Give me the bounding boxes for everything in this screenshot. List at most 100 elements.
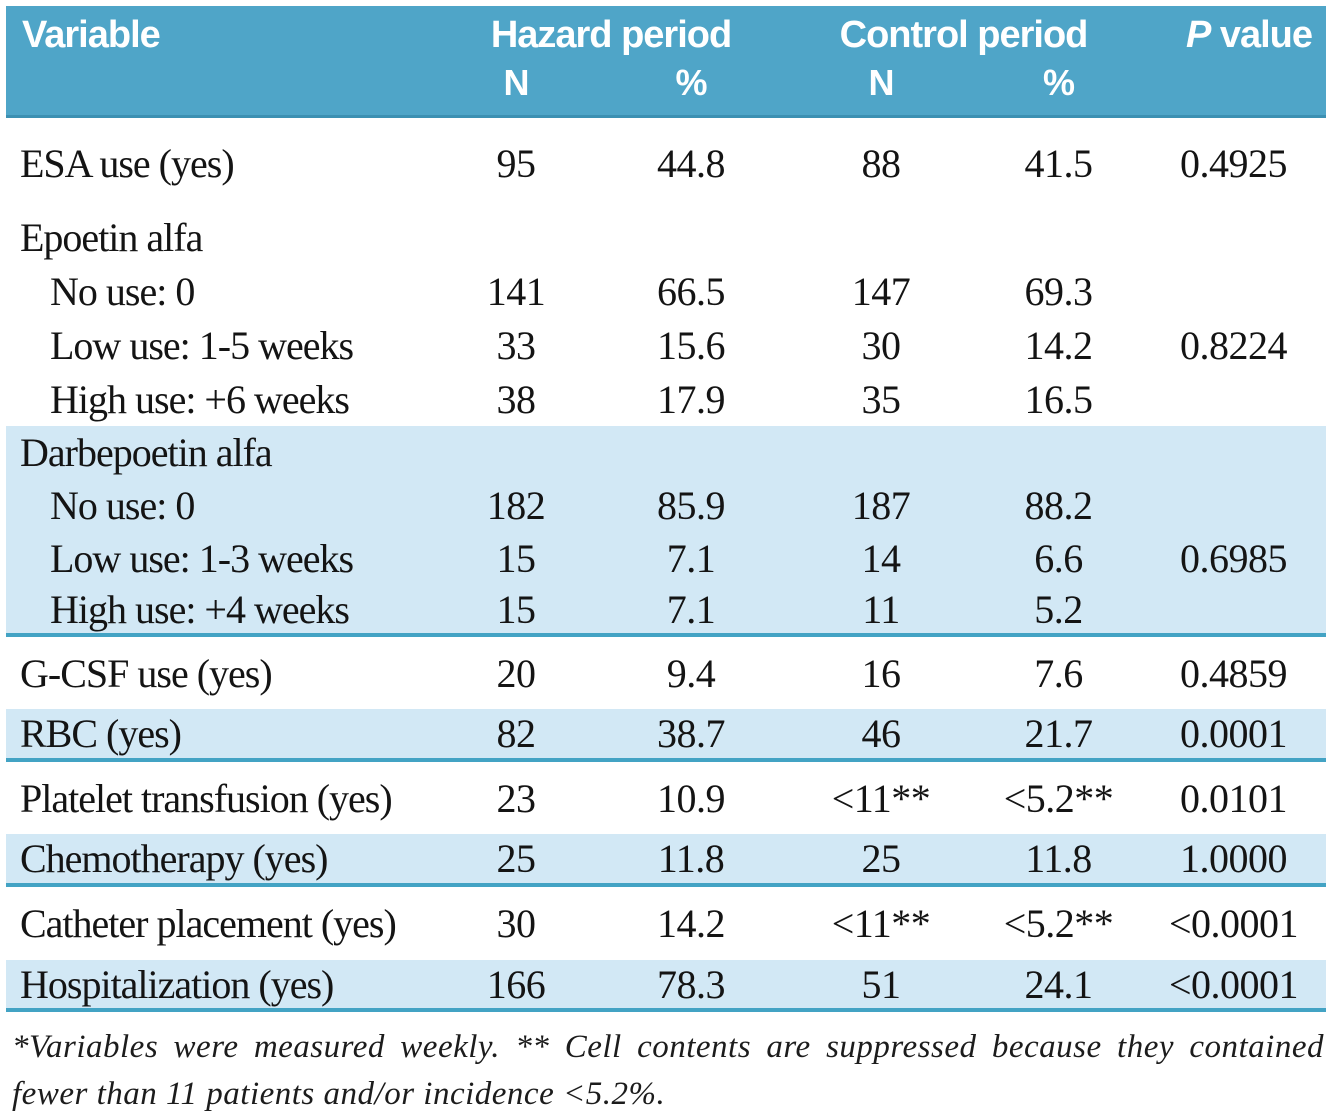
- col-subheader-hazard-pct: %: [596, 62, 787, 118]
- table-section: Catheter placement (yes) 30 14.2 <11** <5.2*…: [6, 885, 1326, 960]
- cell-variable: Catheter placement (yes): [20, 901, 397, 946]
- cell-hazard-n: 166: [486, 961, 546, 1007]
- cell-hazard-n: 30: [496, 901, 537, 946]
- cell-hazard-pct: 9.4: [666, 650, 716, 696]
- cell-hazard-n: 25: [496, 836, 537, 881]
- table-section: Hospitalization (yes) 166 78.3 51 24.1 <0.000…: [6, 960, 1327, 1010]
- cell-hazard-pct: [596, 426, 786, 479]
- cell-hazard-pct: 85.9: [657, 483, 726, 528]
- table-row: Hospitalization (yes) 166 78.3 51 24.1 <0.000…: [6, 960, 1326, 1010]
- col-header-control-period: Control period: [786, 6, 1142, 62]
- cell-control-pct: 88.2: [1024, 483, 1094, 528]
- cell-control-n: 11: [862, 586, 900, 632]
- cell-pvalue: [1141, 479, 1326, 532]
- cell-control-n: 147: [851, 268, 911, 314]
- table-row: Darbepoetin alfa: [6, 426, 1326, 479]
- table-header: Variable Hazard period Control period P …: [6, 6, 1327, 118]
- col-header-p-value: P value: [1141, 6, 1327, 118]
- cell-control-pct: 6.6: [1034, 536, 1083, 581]
- cell-hazard-pct: 7.1: [666, 536, 716, 581]
- table-row: Platelet transfusion (yes) 23 10.9 <11** <5.…: [6, 760, 1326, 834]
- cell-control-n: [786, 426, 976, 479]
- footnote-line-2: fewer than 11 patients and/or incidence …: [12, 1075, 666, 1112]
- col-header-hazard-period: Hazard period: [436, 6, 787, 62]
- cell-pvalue: 1.0000: [1180, 836, 1288, 881]
- table-section: G-CSF use (yes) 20 9.4 16 7.6 0.4859: [6, 635, 1326, 709]
- cell-hazard-n: 82: [496, 711, 537, 756]
- cell-control-pct: <5.2**: [1003, 901, 1114, 946]
- cell-control-pct: 69.3: [1024, 268, 1094, 314]
- table-section: Platelet transfusion (yes) 23 10.9 <11** <5.…: [6, 760, 1326, 834]
- cell-pvalue: 0.4925: [1180, 141, 1288, 187]
- cell-control-n: 14: [861, 536, 902, 581]
- cell-control-n: 88: [861, 141, 902, 187]
- table-row: High use: +4 weeks 15 7.1 11 5.2: [6, 585, 1326, 635]
- cell-control-pct: <5.2**: [1003, 775, 1114, 821]
- cell-control-pct: 5.2: [1034, 586, 1083, 632]
- cell-variable: Low use: 1-3 weeks: [50, 536, 354, 581]
- cell-hazard-pct: 38.7: [657, 711, 726, 756]
- cell-hazard-n: 23: [496, 775, 537, 821]
- cell-hazard-n: 95: [496, 141, 537, 187]
- table-row: Epoetin alfa: [6, 210, 1326, 264]
- cell-control-n: [786, 210, 976, 264]
- table-row: High use: +6 weeks 38 17.9 35 16.5: [6, 372, 1326, 426]
- table-section: Chemotherapy (yes) 25 11.8 25 11.8 1.0000: [6, 834, 1327, 885]
- cell-hazard-n: 15: [496, 586, 537, 632]
- col-subheader-control-n: N: [786, 62, 977, 118]
- cell-hazard-pct: [596, 210, 786, 264]
- cell-variable: Platelet transfusion (yes): [20, 775, 393, 821]
- cell-control-n: 187: [851, 483, 911, 528]
- cell-pvalue: [1141, 585, 1326, 635]
- cell-pvalue: 0.0001: [1180, 711, 1288, 756]
- table-row: ESA use (yes) 95 44.8 88 41.5 0.4925: [6, 116, 1326, 210]
- p-value-rest: value: [1210, 14, 1313, 56]
- cell-hazard-pct: 11.8: [657, 836, 725, 881]
- cell-hazard-pct: 10.9: [657, 775, 726, 821]
- cell-pvalue: 0.6985: [1180, 536, 1288, 581]
- cell-control-pct: 24.1: [1024, 961, 1094, 1007]
- col-subheader-control-pct: %: [976, 62, 1142, 118]
- table-row: G-CSF use (yes) 20 9.4 16 7.6 0.4859: [6, 635, 1326, 709]
- cell-pvalue: [1141, 210, 1326, 264]
- cell-control-pct: 14.2: [1024, 322, 1094, 368]
- cell-variable: High use: +4 weeks: [50, 586, 350, 632]
- cell-variable: Low use: 1-5 weeks: [50, 322, 354, 368]
- cell-control-pct: 41.5: [1024, 141, 1094, 187]
- table-section: Epoetin alfa No use: 0 141 66.5 147 69.3 Low u…: [6, 210, 1326, 426]
- cell-hazard-pct: 14.2: [657, 901, 726, 946]
- cell-control-pct: 21.7: [1024, 711, 1094, 756]
- cell-control-n: 51: [861, 961, 902, 1007]
- cell-control-pct: [976, 426, 1141, 479]
- cell-variable: No use: 0: [50, 483, 195, 528]
- cell-control-n: 46: [861, 711, 902, 756]
- table-row: Chemotherapy (yes) 25 11.8 25 11.8 1.0000: [6, 834, 1326, 885]
- cell-control-n: 25: [861, 836, 902, 881]
- cell-variable: Epoetin alfa: [20, 214, 203, 260]
- cell-control-n: 30: [861, 322, 902, 368]
- cell-control-pct: 11.8: [1025, 836, 1092, 881]
- cell-pvalue: <0.0001: [1169, 901, 1299, 946]
- cell-control-pct: [976, 210, 1141, 264]
- col-subheader-hazard-n: N: [436, 62, 596, 118]
- cell-variable: Hospitalization (yes): [20, 961, 334, 1007]
- cell-control-pct: 7.6: [1034, 650, 1083, 696]
- cell-pvalue: 0.8224: [1180, 322, 1288, 368]
- cell-hazard-n: [436, 210, 596, 264]
- cell-pvalue: [1141, 426, 1326, 479]
- data-table: Variable Hazard period Control period P …: [6, 6, 1327, 1012]
- table-row: Catheter placement (yes) 30 14.2 <11** <5.2*…: [6, 885, 1326, 960]
- cell-pvalue: [1141, 264, 1326, 318]
- cell-variable: ESA use (yes): [20, 141, 235, 187]
- table-row: No use: 0 141 66.5 147 69.3: [6, 264, 1326, 318]
- p-value-italic-p: P: [1185, 14, 1211, 56]
- cell-hazard-pct: 15.6: [657, 322, 726, 368]
- table-row: Low use: 1-5 weeks 33 15.6 30 14.2 0.8224: [6, 318, 1326, 372]
- cell-hazard-n: 20: [496, 650, 537, 696]
- col-header-variable: Variable: [6, 6, 436, 118]
- cell-variable: No use: 0: [50, 268, 195, 314]
- cell-pvalue: <0.0001: [1169, 961, 1299, 1007]
- cell-control-n: 35: [861, 376, 902, 422]
- cell-variable: G-CSF use (yes): [20, 650, 273, 696]
